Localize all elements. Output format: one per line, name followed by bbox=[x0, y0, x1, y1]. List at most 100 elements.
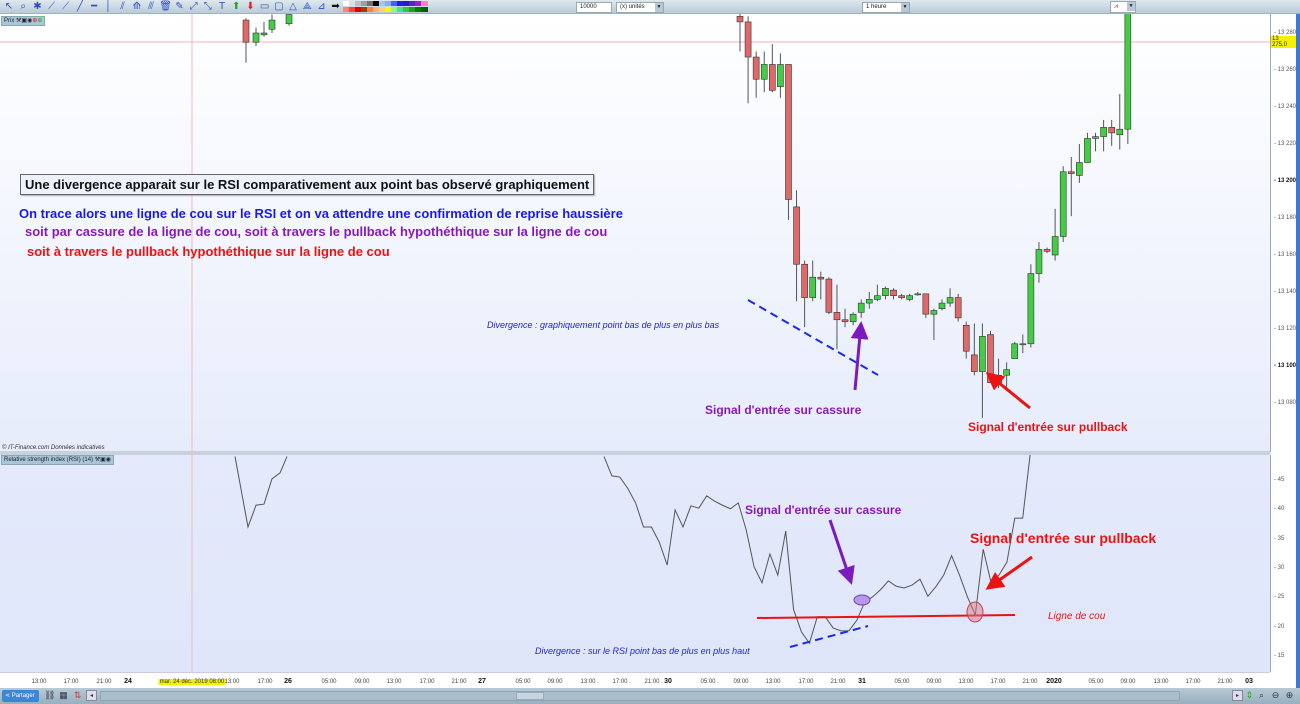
candle-up[interactable] bbox=[1011, 343, 1019, 359]
candle-down[interactable] bbox=[833, 312, 841, 321]
candle-down[interactable] bbox=[769, 64, 776, 91]
candle-up[interactable] bbox=[1059, 171, 1067, 237]
channel-icon[interactable]: ⫻ bbox=[148, 1, 154, 12]
ellipse-icon[interactable]: ▢ bbox=[274, 1, 284, 12]
candle-down[interactable] bbox=[817, 276, 825, 280]
candle-down[interactable] bbox=[744, 21, 752, 58]
candle-down[interactable] bbox=[736, 16, 744, 23]
extended-line-icon[interactable]: ⤡ bbox=[203, 1, 212, 12]
pullback-marker[interactable] bbox=[966, 601, 984, 623]
candle-up[interactable] bbox=[930, 310, 938, 315]
candle-down[interactable] bbox=[752, 56, 760, 80]
rsi-line-earlier[interactable] bbox=[234, 456, 288, 529]
candle-up[interactable] bbox=[849, 313, 857, 322]
color-swatch[interactable] bbox=[403, 1, 410, 6]
candle-up[interactable] bbox=[874, 295, 881, 300]
price-axis[interactable]: - 13 280 - 13 260 - 13 240 - 13 220 - 13 200… bbox=[1270, 14, 1296, 452]
scroll-right-button[interactable]: ▸ bbox=[1232, 690, 1243, 701]
color-swatch[interactable] bbox=[409, 1, 416, 6]
candle-up[interactable] bbox=[1035, 249, 1043, 274]
color-swatch[interactable] bbox=[403, 7, 410, 12]
candle-up[interactable] bbox=[1116, 128, 1124, 136]
horizontal-line-icon[interactable]: ━ bbox=[91, 1, 98, 12]
color-swatch[interactable] bbox=[355, 7, 362, 12]
candle-down[interactable] bbox=[825, 278, 833, 313]
color-swatch[interactable] bbox=[421, 1, 428, 6]
rsi-pullback-arrow[interactable] bbox=[985, 555, 1033, 590]
candle-up[interactable] bbox=[1027, 273, 1035, 345]
candle-up[interactable] bbox=[1100, 127, 1107, 137]
wrench-icon[interactable]: ⚒ bbox=[94, 457, 101, 463]
candle-up[interactable] bbox=[268, 19, 276, 30]
candle-down[interactable] bbox=[785, 64, 792, 200]
color-swatch[interactable] bbox=[415, 1, 422, 6]
color-swatch[interactable] bbox=[349, 7, 356, 12]
color-swatch[interactable] bbox=[373, 1, 380, 6]
ray-icon[interactable]: ⤢ bbox=[189, 1, 198, 12]
candle-down[interactable] bbox=[971, 354, 978, 372]
color-swatch[interactable] bbox=[391, 1, 398, 6]
close-icon[interactable]: ◉ bbox=[105, 457, 112, 463]
chart-type-button[interactable]: ⩘ ▼ bbox=[1110, 1, 1136, 13]
candle-up[interactable] bbox=[809, 276, 817, 298]
candle-down[interactable] bbox=[801, 263, 808, 298]
rsi-axis[interactable]: - 45 - 40 - 35 - 30 - 25 - 20 - 15 bbox=[1270, 455, 1296, 672]
color-swatch[interactable] bbox=[397, 7, 404, 12]
candle-up[interactable] bbox=[1084, 138, 1091, 163]
candle-up[interactable] bbox=[1051, 236, 1059, 256]
rsi-break-arrow[interactable] bbox=[828, 519, 855, 585]
candle-up[interactable] bbox=[857, 302, 865, 313]
vertical-line-icon[interactable]: │ bbox=[105, 1, 112, 12]
color-swatch[interactable] bbox=[415, 7, 422, 12]
color-swatch[interactable] bbox=[379, 1, 386, 6]
candle-down[interactable] bbox=[1067, 171, 1075, 174]
candle-up[interactable] bbox=[760, 64, 768, 80]
color-swatch[interactable] bbox=[385, 1, 392, 6]
color-swatch[interactable] bbox=[373, 7, 380, 12]
text-icon[interactable]: T bbox=[218, 1, 226, 12]
candle-down[interactable] bbox=[1043, 249, 1051, 252]
candle-up[interactable] bbox=[865, 299, 873, 304]
candle-up[interactable] bbox=[914, 293, 922, 296]
candle-up[interactable] bbox=[1124, 0, 1132, 130]
candle-down[interactable] bbox=[841, 319, 849, 322]
up-arrow-icon[interactable]: ⬆ bbox=[231, 1, 241, 12]
candle-down[interactable] bbox=[898, 295, 905, 298]
timeframe-select[interactable]: 1 heure ▼ bbox=[862, 2, 910, 13]
color-swatch[interactable] bbox=[361, 7, 368, 12]
segment-icon[interactable]: ⟋ bbox=[62, 1, 70, 12]
up-icon[interactable]: ⊕ bbox=[37, 18, 43, 24]
candle-up[interactable] bbox=[777, 64, 784, 87]
alert-bell-icon[interactable]: ✱ bbox=[33, 1, 42, 12]
zoom-icon[interactable]: ⌕ bbox=[20, 1, 26, 12]
scrollbar-thumb[interactable] bbox=[516, 692, 544, 700]
down-arrow-icon[interactable]: ⬇ bbox=[246, 1, 255, 12]
window-icon[interactable]: ▣ bbox=[100, 457, 106, 463]
units-select[interactable]: (x) unités ▼ bbox=[616, 2, 664, 13]
save-icon[interactable]: ▦ bbox=[59, 690, 68, 700]
candle-down[interactable] bbox=[962, 324, 970, 352]
color-swatch[interactable] bbox=[385, 7, 392, 12]
candle-down[interactable] bbox=[922, 293, 930, 315]
candle-up[interactable] bbox=[252, 32, 260, 43]
candle-up[interactable] bbox=[260, 32, 268, 36]
candle-down[interactable] bbox=[242, 19, 250, 43]
time-axis[interactable]: 13:00 17:00 21:00 24 mar. 24 déc. 2019 08:00… bbox=[0, 672, 1270, 688]
auto-scale-icon[interactable]: ⇕ bbox=[1245, 690, 1254, 700]
window-icon[interactable]: ▣ bbox=[21, 18, 28, 24]
rectangle-icon[interactable]: ▭ bbox=[259, 1, 270, 12]
color-swatch[interactable] bbox=[343, 1, 350, 6]
cursor-icon[interactable]: ↖ bbox=[4, 1, 14, 12]
break-marker[interactable] bbox=[853, 594, 871, 606]
candle-up[interactable] bbox=[946, 297, 954, 304]
color-swatch[interactable] bbox=[379, 7, 386, 12]
close-icon[interactable]: ◉ bbox=[27, 18, 33, 24]
color-swatch[interactable] bbox=[367, 1, 374, 6]
color-swatch[interactable] bbox=[349, 1, 356, 6]
quantity-input[interactable]: 10000 bbox=[576, 2, 612, 13]
add-indicator-icon[interactable]: ⊕ bbox=[32, 18, 38, 24]
fibonacci-fan-icon[interactable]: ⊿ bbox=[317, 1, 326, 12]
price-pullback-arrow[interactable] bbox=[985, 372, 1031, 410]
compare-icon[interactable]: ⇅ bbox=[73, 690, 82, 700]
candle-up[interactable] bbox=[906, 295, 913, 300]
